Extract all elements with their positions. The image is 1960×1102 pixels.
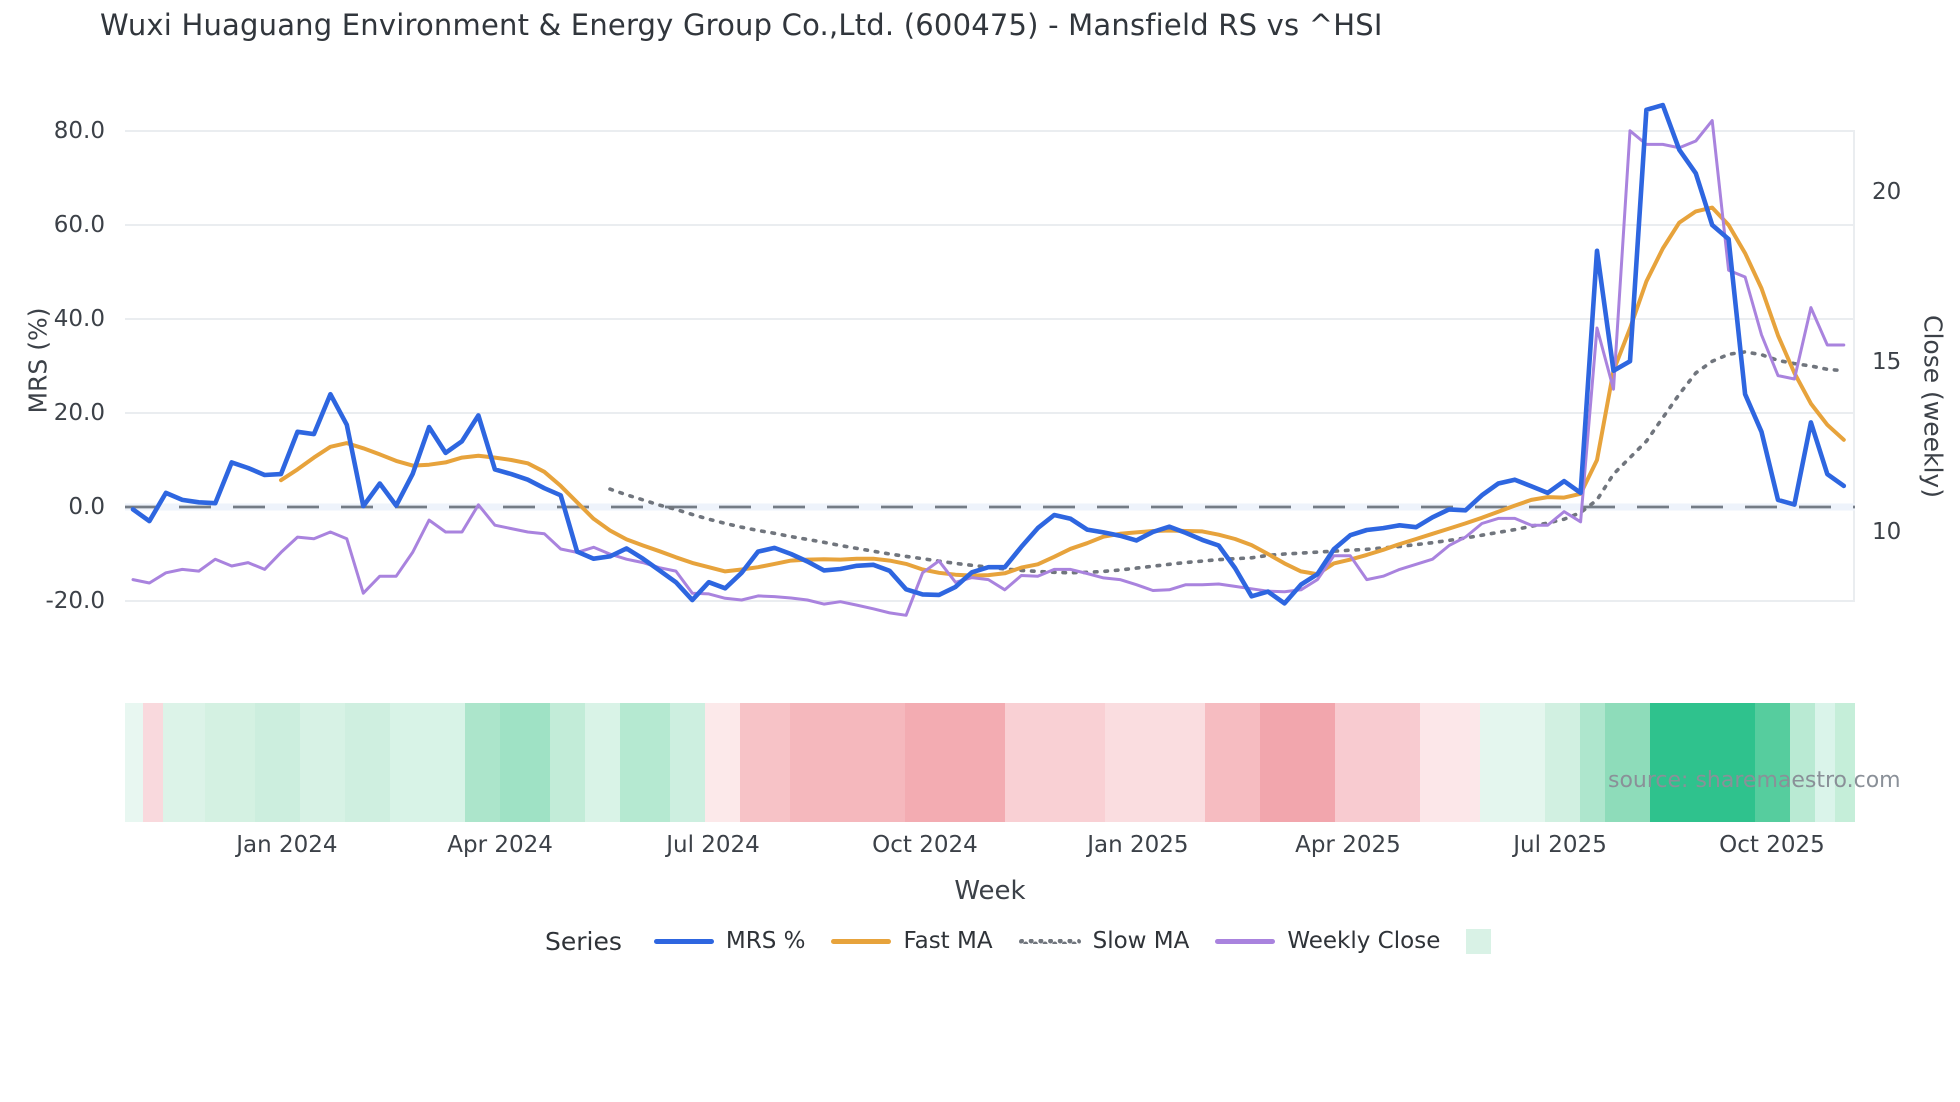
heatmap-segment xyxy=(345,703,390,822)
legend-swatch-line xyxy=(1018,938,1081,944)
heatmap-segment xyxy=(790,703,905,822)
heatmap-segment xyxy=(585,703,620,822)
legend-item-label: Slow MA xyxy=(1092,928,1190,954)
heatmap-segment xyxy=(905,703,1005,822)
legend-swatch-line xyxy=(1215,938,1276,944)
y-tick-right: 20 xyxy=(1872,179,1902,205)
heatmap-segment xyxy=(1650,703,1755,822)
y-tick-left: 40.0 xyxy=(53,306,105,332)
heatmap-segment xyxy=(143,703,163,822)
heatmap-segment xyxy=(500,703,550,822)
heatmap-segment xyxy=(1790,703,1815,822)
heatmap-segment xyxy=(705,703,740,822)
heatmap-segment xyxy=(1105,703,1205,822)
y-tick-left: 0.0 xyxy=(68,494,105,520)
heatmap-segment xyxy=(1815,703,1835,822)
heatmap-segment xyxy=(550,703,585,822)
legend-item-label: MRS % xyxy=(725,928,806,954)
heatmap-segment xyxy=(390,703,465,822)
heatmap-segment xyxy=(1480,703,1545,822)
y-tick-left: 80.0 xyxy=(53,118,105,144)
heatmap-segment xyxy=(740,703,790,822)
heatmap-segment xyxy=(163,703,205,822)
source-note: source: sharemaestro.com xyxy=(1608,768,1901,793)
legend-swatch-line xyxy=(831,938,892,944)
heatmap-segment xyxy=(1545,703,1580,822)
heatmap-strip xyxy=(125,703,1855,822)
legend-item-label: Fast MA xyxy=(903,928,993,954)
series-mrs- xyxy=(130,102,1847,606)
legend-item-fast-ma: Fast MA xyxy=(831,928,993,954)
legend-item-mrs-: MRS % xyxy=(653,928,806,954)
legend-swatch-line xyxy=(653,938,714,944)
x-tick: Jul 2025 xyxy=(1513,832,1607,858)
heatmap-segment xyxy=(620,703,670,822)
heatmap-segment xyxy=(465,703,500,822)
heatmap-segment xyxy=(255,703,300,822)
heatmap-segment xyxy=(1605,703,1650,822)
y-axis-label-right: Close (weekly) xyxy=(1918,315,1948,498)
y-tick-left: 20.0 xyxy=(53,400,105,426)
y-tick-left: 60.0 xyxy=(53,212,105,238)
heatmap-segment xyxy=(125,703,143,822)
heatmap-segment xyxy=(1420,703,1480,822)
legend-item-heatmap xyxy=(1466,928,1492,954)
x-axis-label: Week xyxy=(954,876,1026,906)
heatmap-segment xyxy=(1755,703,1790,822)
legend-item-slow-ma: Slow MA xyxy=(1018,928,1190,954)
legend-item-weekly-close: Weekly Close xyxy=(1215,928,1440,954)
y-tick-left: -20.0 xyxy=(45,588,105,614)
y-axis-label-left: MRS (%) xyxy=(23,307,53,414)
series-weekly-close xyxy=(131,119,1846,617)
x-tick: Oct 2024 xyxy=(872,832,978,858)
chart-legend: Series MRS % Fast MA Slow MA Weekly Close xyxy=(545,918,1492,964)
legend-item-label: Weekly Close xyxy=(1287,928,1441,954)
chart-title: Wuxi Huaguang Environment & Energy Group… xyxy=(100,8,1383,42)
heatmap-segment xyxy=(1005,703,1105,822)
x-tick: Jan 2025 xyxy=(1087,832,1189,858)
series-fast-ma xyxy=(279,205,1846,578)
chart-plot-area xyxy=(125,102,1855,617)
x-tick: Apr 2025 xyxy=(1295,832,1401,858)
heatmap-segment xyxy=(1580,703,1605,822)
heatmap-segment xyxy=(1260,703,1335,822)
legend-swatch-square xyxy=(1466,928,1492,954)
x-tick: Jan 2024 xyxy=(236,832,338,858)
heatmap-segment xyxy=(670,703,705,822)
heatmap-segment xyxy=(1335,703,1420,822)
heatmap-segment xyxy=(300,703,345,822)
x-tick: Apr 2024 xyxy=(447,832,553,858)
x-tick: Jul 2024 xyxy=(666,832,760,858)
y-tick-right: 10 xyxy=(1872,519,1902,545)
x-tick: Oct 2025 xyxy=(1719,832,1825,858)
y-tick-right: 15 xyxy=(1872,349,1902,375)
heatmap-segment xyxy=(205,703,255,822)
heatmap-segment xyxy=(1205,703,1260,822)
legend-title: Series xyxy=(545,926,622,956)
heatmap-segment xyxy=(1835,703,1855,822)
series-slow-ma xyxy=(608,350,1846,575)
